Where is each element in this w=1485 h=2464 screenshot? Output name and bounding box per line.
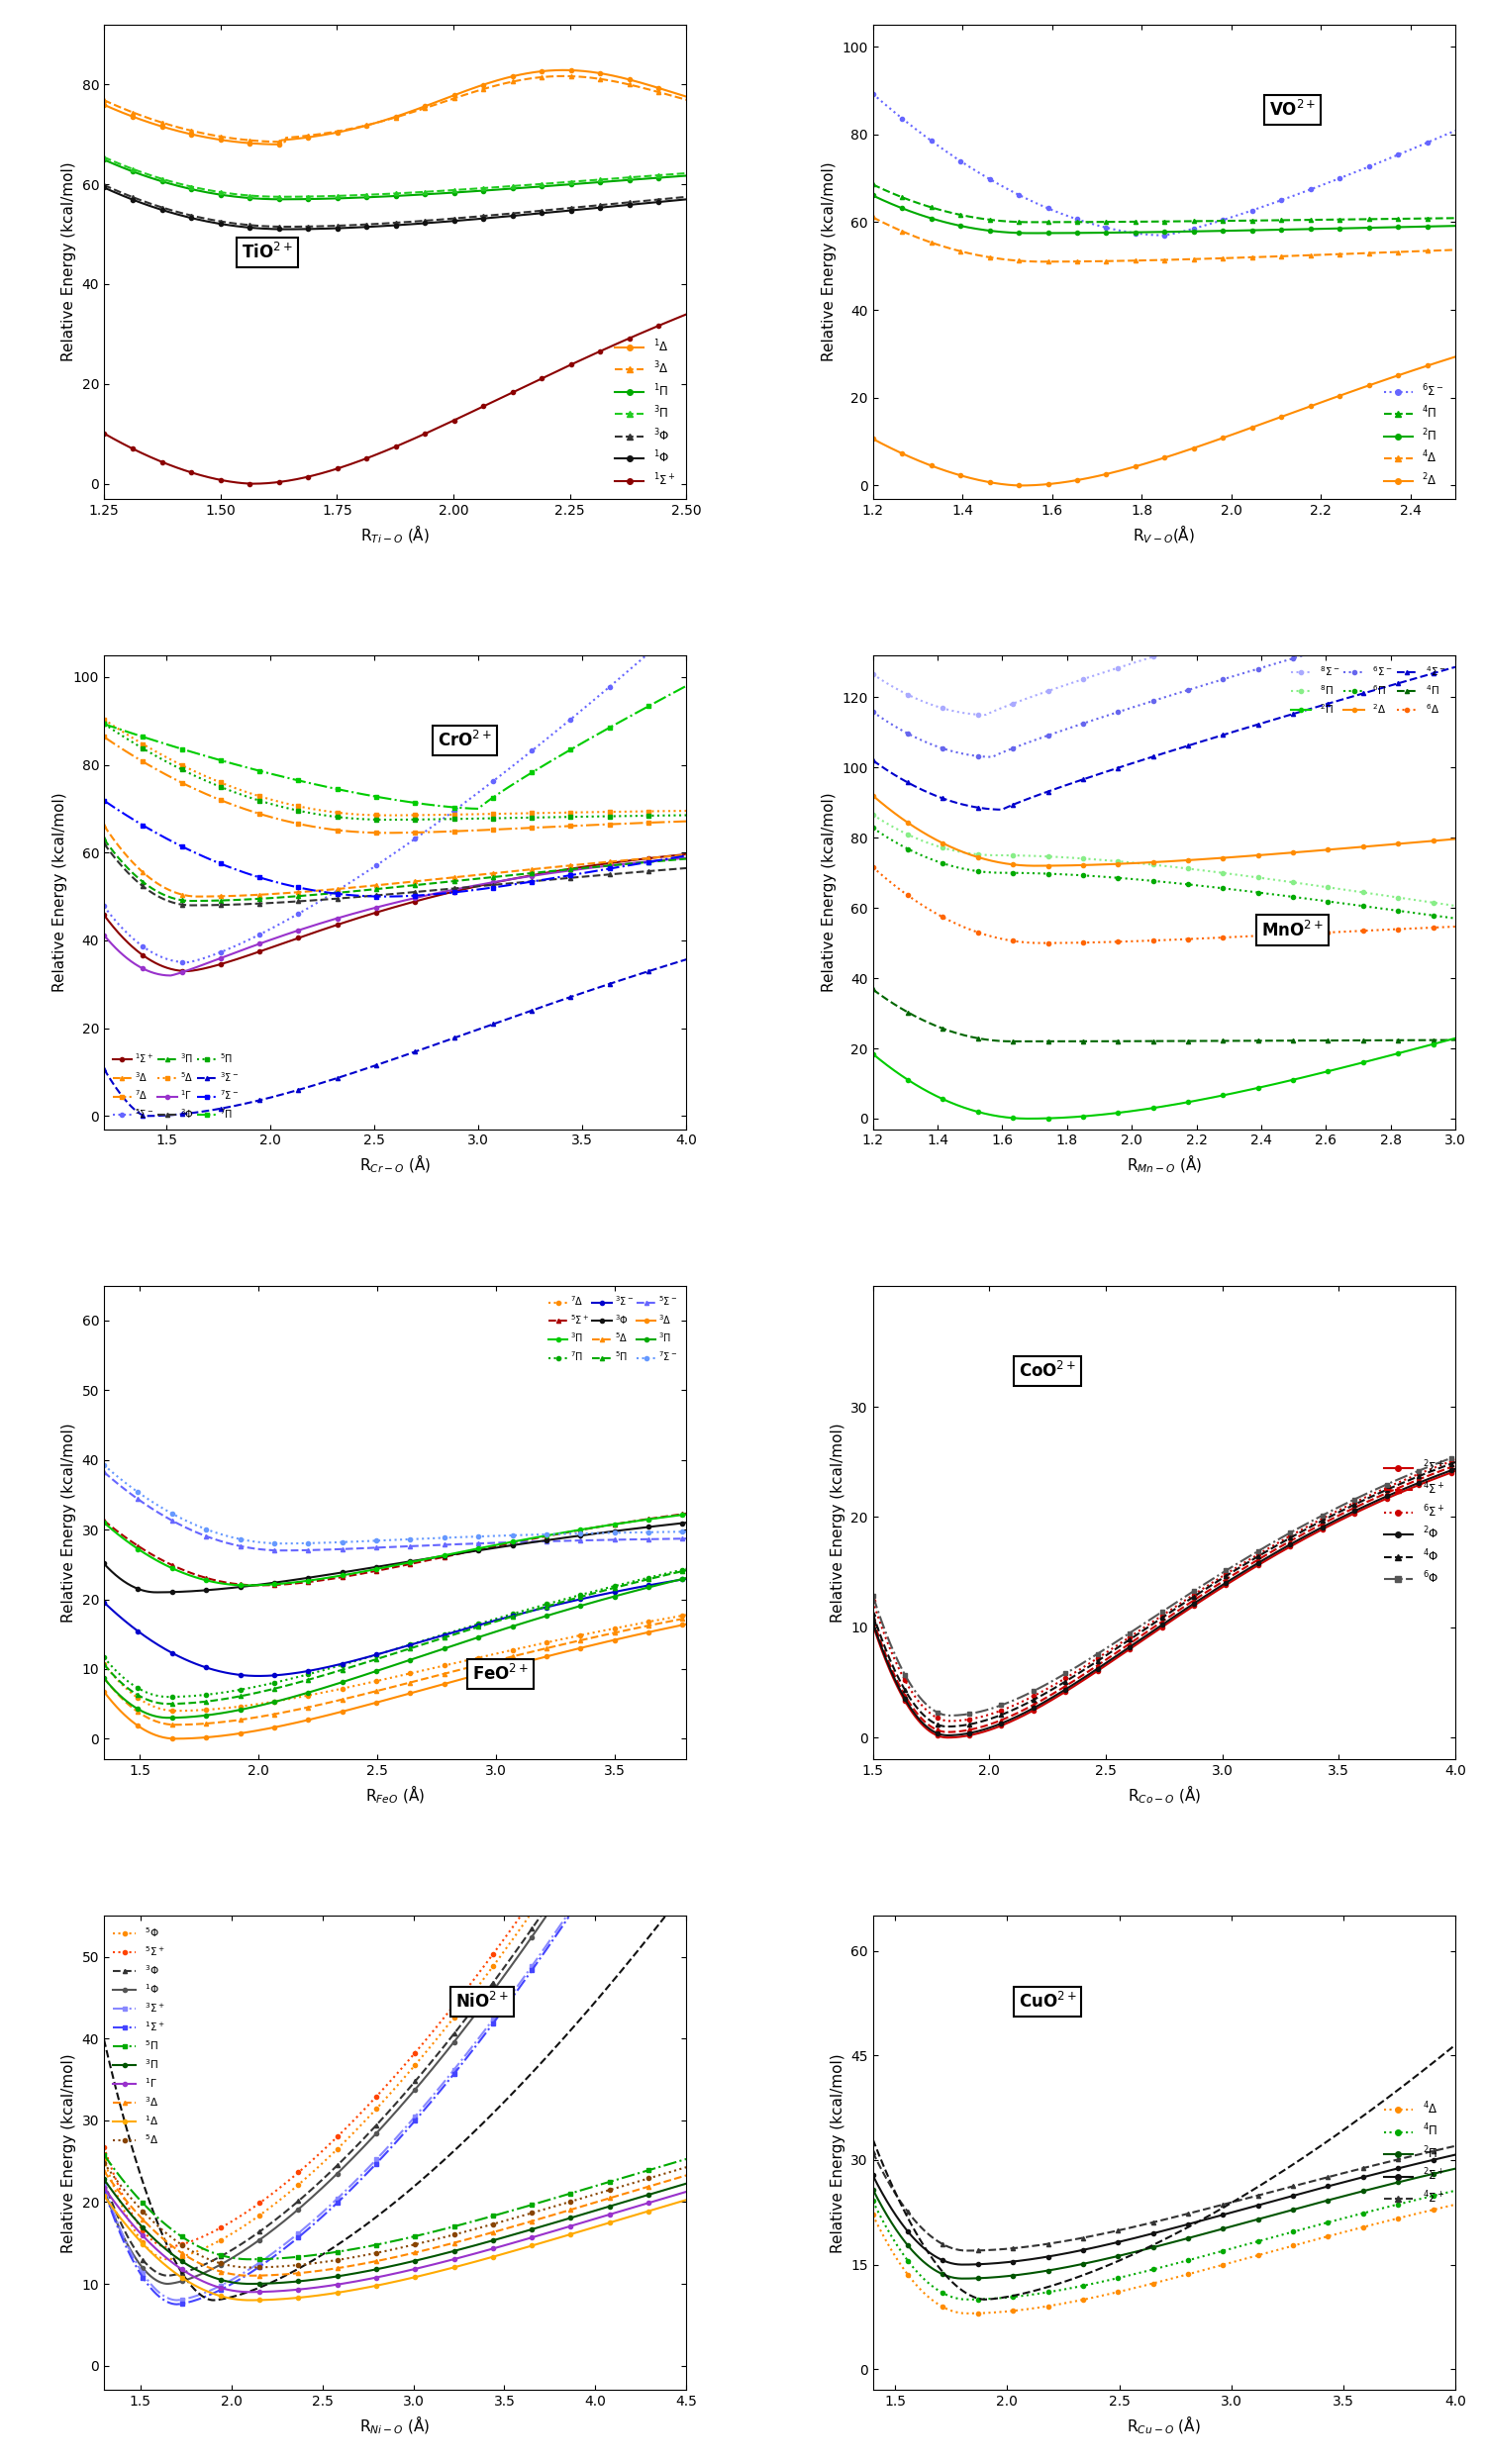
Legend: $^2\Sigma^+$, $^4\Sigma^+$, $^6\Sigma^+$, $^2\Phi$, $^4\Phi$, $^6\Phi$: $^2\Sigma^+$, $^4\Sigma^+$, $^6\Sigma^+$…: [1380, 1454, 1449, 1592]
Y-axis label: Relative Energy (kcal/mol): Relative Energy (kcal/mol): [821, 163, 836, 362]
Legend: $^4\Delta$, $^4\Pi$, $^2\Pi$, $^2\Sigma^+$, $^4\Sigma^+$: $^4\Delta$, $^4\Pi$, $^2\Pi$, $^2\Sigma^…: [1380, 2094, 1449, 2210]
X-axis label: R$_{Ni-O}$ (Å): R$_{Ni-O}$ (Å): [359, 2415, 431, 2437]
Legend: $^6\Sigma^-$, $^4\Pi$, $^2\Pi$, $^4\Delta$, $^2\Delta$: $^6\Sigma^-$, $^4\Pi$, $^2\Pi$, $^4\Delt…: [1380, 377, 1449, 493]
X-axis label: R$_{Co-O}$ (Å): R$_{Co-O}$ (Å): [1127, 1784, 1201, 1806]
Y-axis label: Relative Energy (kcal/mol): Relative Energy (kcal/mol): [61, 2053, 76, 2252]
X-axis label: R$_{Mn-O}$ (Å): R$_{Mn-O}$ (Å): [1126, 1153, 1201, 1175]
Legend: $^5\Phi$, $^5\Sigma^+$, $^3\Phi$, $^1\Phi$, $^3\Sigma^+$, $^1\Sigma^+$, $^5\Pi$,: $^5\Phi$, $^5\Sigma^+$, $^3\Phi$, $^1\Ph…: [108, 1922, 168, 2151]
X-axis label: R$_{Cr-O}$ (Å): R$_{Cr-O}$ (Å): [359, 1153, 431, 1175]
Text: FeO$^{2+}$: FeO$^{2+}$: [472, 1663, 529, 1685]
X-axis label: R$_{FeO}$ (Å): R$_{FeO}$ (Å): [365, 1784, 425, 1806]
Y-axis label: Relative Energy (kcal/mol): Relative Energy (kcal/mol): [52, 793, 67, 993]
Legend: $^1\Sigma^+$, $^3\Delta$, $^7\Delta$, $^5\Sigma^-$, $^3\Pi$, $^5\Delta$, $^1\Gam: $^1\Sigma^+$, $^3\Delta$, $^7\Delta$, $^…: [108, 1047, 242, 1124]
Y-axis label: Relative Energy (kcal/mol): Relative Energy (kcal/mol): [830, 2053, 845, 2252]
Text: CuO$^{2+}$: CuO$^{2+}$: [1019, 1991, 1077, 2011]
Text: NiO$^{2+}$: NiO$^{2+}$: [456, 1991, 509, 2011]
Y-axis label: Relative Energy (kcal/mol): Relative Energy (kcal/mol): [61, 163, 76, 362]
Y-axis label: Relative Energy (kcal/mol): Relative Energy (kcal/mol): [821, 793, 836, 993]
X-axis label: R$_{V-O}$(Å): R$_{V-O}$(Å): [1133, 522, 1195, 545]
X-axis label: R$_{Cu-O}$ (Å): R$_{Cu-O}$ (Å): [1127, 2415, 1201, 2437]
Text: CrO$^{2+}$: CrO$^{2+}$: [438, 729, 492, 752]
Y-axis label: Relative Energy (kcal/mol): Relative Energy (kcal/mol): [61, 1422, 76, 1621]
Legend: $^1\Delta$, $^3\Delta$, $^1\Pi$, $^3\Pi$, $^3\Phi$, $^1\Phi$, $^1\Sigma^+$: $^1\Delta$, $^3\Delta$, $^1\Pi$, $^3\Pi$…: [610, 333, 680, 493]
Y-axis label: Relative Energy (kcal/mol): Relative Energy (kcal/mol): [830, 1422, 845, 1621]
X-axis label: R$_{Ti-O}$ (Å): R$_{Ti-O}$ (Å): [361, 522, 429, 545]
Legend: $^8\Sigma^-$, $^8\Pi$, $^2\Pi$, $^6\Sigma^-$, $^6\Pi$, $^2\Delta$, $^4\Sigma^-$,: $^8\Sigma^-$, $^8\Pi$, $^2\Pi$, $^6\Sigm…: [1286, 660, 1451, 719]
Text: MnO$^{2+}$: MnO$^{2+}$: [1261, 919, 1323, 939]
Text: VO$^{2+}$: VO$^{2+}$: [1268, 101, 1316, 121]
Legend: $^7\Delta$, $^5\Sigma^+$, $^3\Pi$, $^7\Pi$, $^3\Sigma^-$, $^3\Phi$, $^5\Delta$, : $^7\Delta$, $^5\Sigma^+$, $^3\Pi$, $^7\P…: [545, 1291, 682, 1368]
Text: TiO$^{2+}$: TiO$^{2+}$: [242, 241, 293, 261]
Text: CoO$^{2+}$: CoO$^{2+}$: [1019, 1360, 1077, 1380]
